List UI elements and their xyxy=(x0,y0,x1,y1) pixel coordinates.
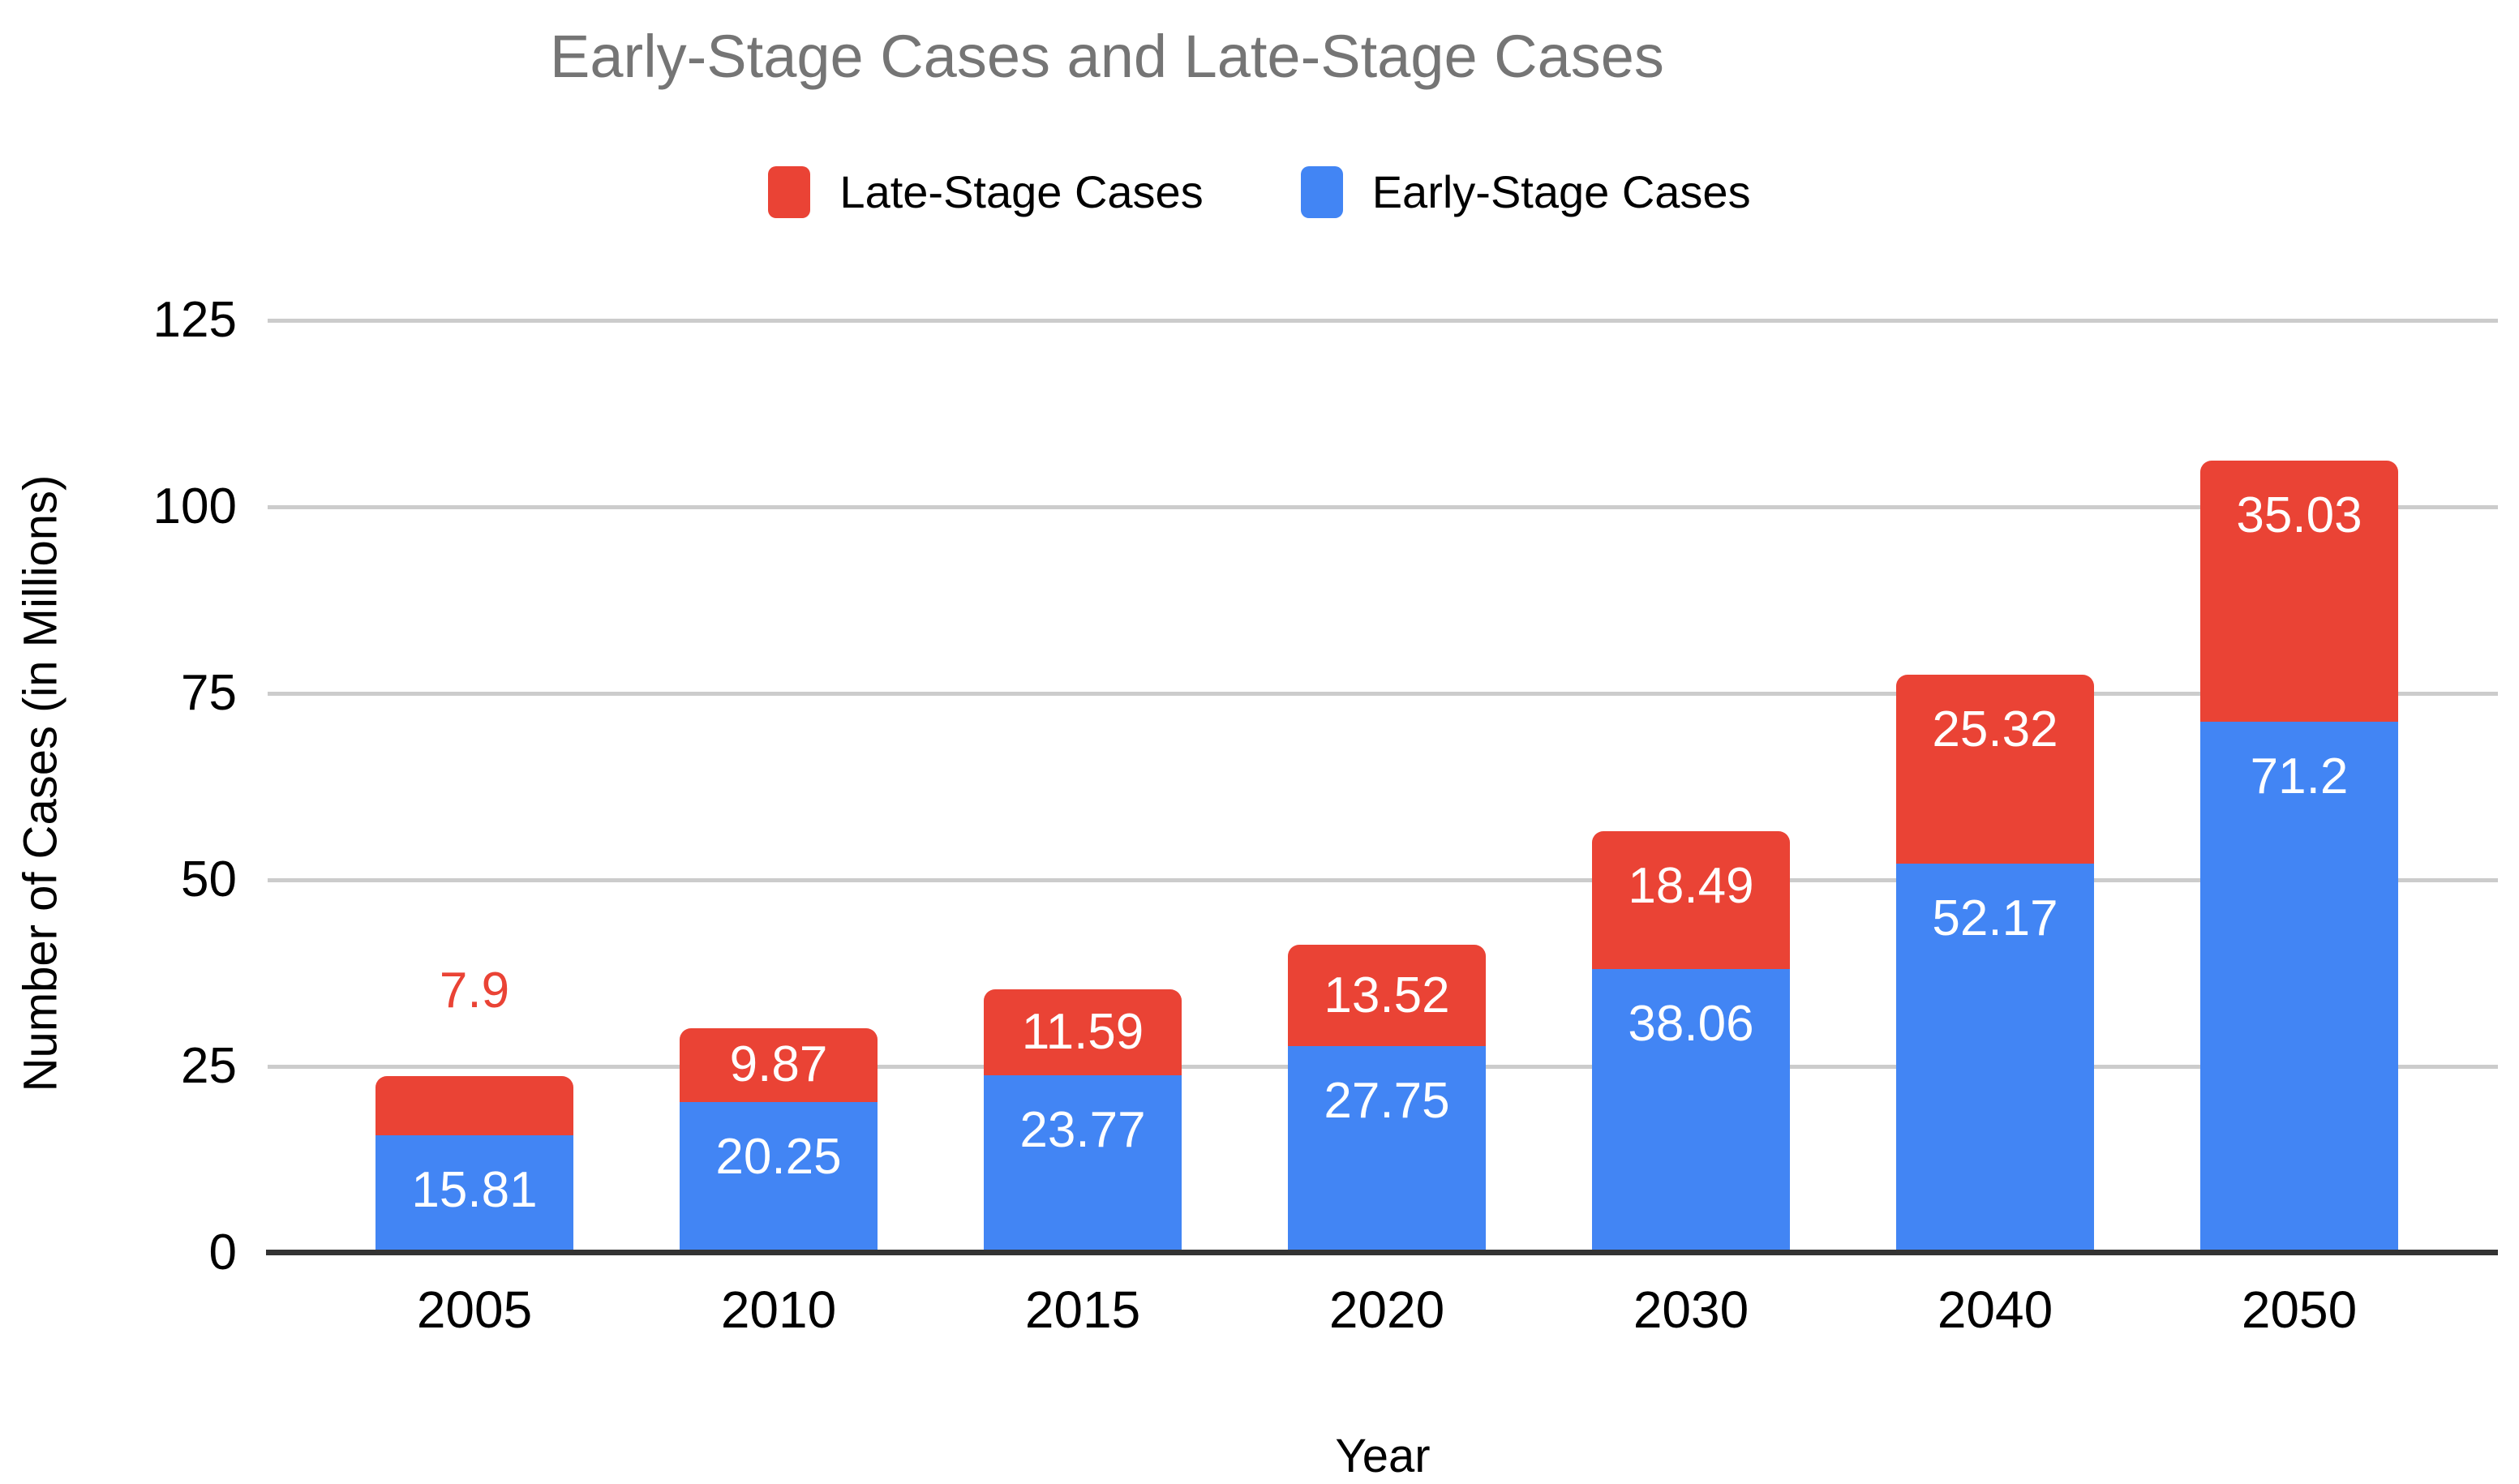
legend: Late-Stage Cases Early-Stage Cases xyxy=(0,165,2519,218)
bar-segment-2040-late xyxy=(1896,675,2094,864)
bar-segment-2005-late xyxy=(375,1075,573,1135)
y-tick-label-125: 125 xyxy=(152,292,237,348)
bar-segment-2010-late xyxy=(680,1027,878,1102)
x-tick-label-2020: 2020 xyxy=(1328,1280,1445,1339)
bar-value-label-2015-late: 11.59 xyxy=(1021,1004,1144,1060)
x-axis-line xyxy=(266,1250,2498,1255)
bar-value-label-2005-late: 7.9 xyxy=(439,962,510,1019)
bar-segment-2030-late xyxy=(1592,830,1790,969)
bar-value-label-2010-late: 9.87 xyxy=(729,1036,828,1093)
x-tick-label-2040: 2040 xyxy=(1937,1280,2053,1339)
gridline-75 xyxy=(268,692,2498,696)
legend-item-early-stage: Early-Stage Cases xyxy=(1300,165,1751,218)
chart-title: Early-Stage Cases and Late-Stage Cases xyxy=(550,23,1664,90)
x-tick-label-2005: 2005 xyxy=(416,1280,533,1339)
bar-value-label-2020-early: 27.75 xyxy=(1324,1072,1450,1129)
bar-value-label-2005-early: 15.81 xyxy=(411,1161,538,1218)
x-tick-label-2030: 2030 xyxy=(1633,1280,1749,1339)
gridline-125 xyxy=(268,319,2498,323)
bar-segment-2020-early xyxy=(1288,1045,1486,1253)
y-tick-label-25: 25 xyxy=(181,1038,237,1094)
bar-segment-2030-early xyxy=(1592,968,1790,1253)
y-tick-label-75: 75 xyxy=(181,665,237,721)
bar-segment-2020-late xyxy=(1288,945,1486,1046)
x-tick-label-2010: 2010 xyxy=(720,1280,837,1339)
bar-value-label-2040-late: 25.32 xyxy=(1932,701,2058,758)
x-axis-title: Year xyxy=(1335,1430,1431,1482)
bar-segment-2010-early xyxy=(680,1101,878,1253)
bar-segment-2050-late xyxy=(2200,460,2398,722)
bar-segment-2050-early xyxy=(2200,721,2398,1253)
bar-value-label-2050-early: 71.2 xyxy=(2250,748,2349,804)
legend-swatch-late-stage-icon xyxy=(768,165,811,218)
gridline-50 xyxy=(268,878,2498,882)
y-tick-label-100: 100 xyxy=(152,478,237,534)
bar-value-label-2050-late: 35.03 xyxy=(2236,487,2362,543)
gridline-100 xyxy=(268,505,2498,509)
bar-segment-2040-early xyxy=(1896,864,2094,1253)
legend-label-late-stage: Late-Stage Cases xyxy=(839,166,1204,217)
legend-item-late-stage: Late-Stage Cases xyxy=(768,165,1204,218)
bar-segment-2015-late xyxy=(984,989,1182,1076)
y-tick-label-0: 0 xyxy=(208,1225,237,1280)
bar-segment-2005-early xyxy=(375,1134,573,1253)
x-tick-label-2015: 2015 xyxy=(1024,1280,1141,1339)
bar-value-label-2020-late: 13.52 xyxy=(1324,967,1450,1023)
bar-segment-2015-early xyxy=(984,1075,1182,1253)
bar-value-label-2015-early: 23.77 xyxy=(1019,1102,1146,1159)
bar-value-label-2030-late: 18.49 xyxy=(1628,857,1754,914)
bar-value-label-2010-early: 20.25 xyxy=(715,1128,842,1185)
bar-value-label-2040-early: 52.17 xyxy=(1932,890,2058,947)
x-tick-label-2050: 2050 xyxy=(2241,1280,2358,1339)
y-tick-label-50: 50 xyxy=(181,851,237,907)
bar-value-label-2030-early: 38.06 xyxy=(1628,995,1754,1052)
legend-swatch-early-stage-icon xyxy=(1300,165,1343,218)
legend-label-early-stage: Early-Stage Cases xyxy=(1371,166,1751,217)
